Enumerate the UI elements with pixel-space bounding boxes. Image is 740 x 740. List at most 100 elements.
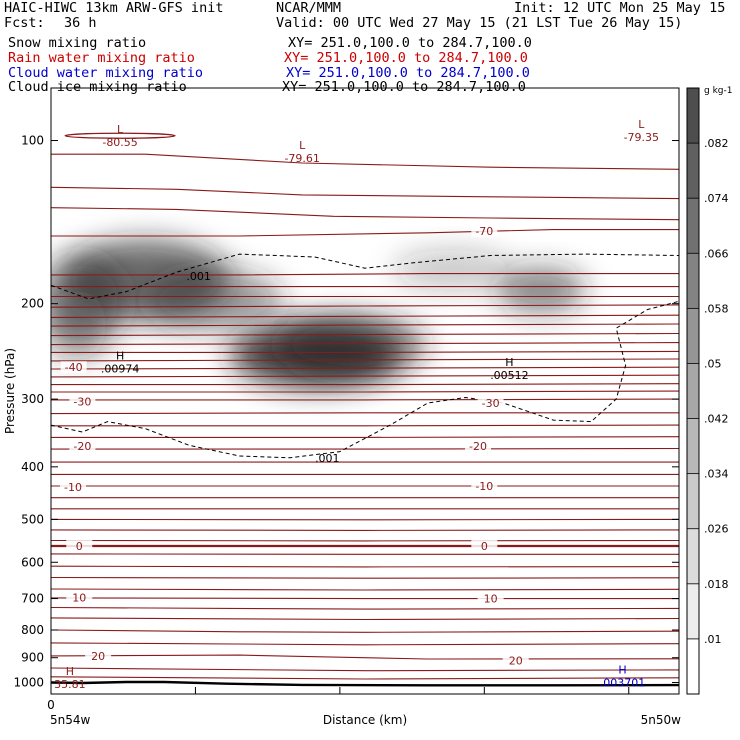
valid-time: Valid: 00 UTC Wed 27 May 15 (21 LST Tue … [276, 15, 683, 31]
y-axis-title: Pressure (hPa) [3, 348, 17, 434]
temperature-contour-line [51, 390, 679, 393]
snow-blob [495, 268, 586, 312]
temperature-contour-line [51, 186, 679, 200]
temperature-contour-line [51, 606, 679, 610]
plot-frame [50, 87, 680, 695]
forecast-value: 36 h [64, 15, 97, 31]
field-xy-snow: XY= 251.0,100.0 to 284.7,100.0 [288, 35, 532, 51]
temperature-contour-line [51, 667, 679, 672]
colorbar-swatch [687, 528, 699, 584]
colorbar-swatch [687, 143, 699, 199]
temperature-contour-line [51, 323, 679, 327]
org-label: NCAR/MMM [276, 0, 342, 16]
colorbar-label: .018 [704, 578, 729, 591]
extremum-marker: L [638, 118, 645, 131]
temperature-contour-label: 0 [76, 540, 83, 553]
temperature-contour-label: -20 [73, 440, 91, 453]
colorbar-swatch [687, 88, 699, 144]
snow-blob [277, 315, 428, 375]
colorbar-label: .074 [704, 192, 729, 205]
extremum-value: 35.81 [54, 678, 86, 691]
cloud-ice-contour-label: .001 [186, 270, 211, 283]
contour-label-bg [69, 439, 96, 452]
temperature-contour-label: -30 [73, 395, 91, 408]
colorbar-border [686, 87, 700, 695]
y-tick-label: 900 [21, 651, 44, 665]
colorbar-label: .026 [704, 523, 729, 536]
colorbar-label: .05 [704, 357, 722, 370]
temperature-contour-line [51, 342, 679, 346]
temperature-contour-line [51, 565, 679, 568]
colorbar-swatch [687, 638, 699, 694]
snow-shading [51, 240, 586, 387]
colorbar-label: .058 [704, 302, 729, 315]
temperature-contour-line [51, 332, 679, 337]
y-tick-label: 600 [21, 555, 44, 569]
model-title: HAIC-HIWC 13km ARW-GFS init [4, 0, 224, 16]
contour-label-bg [59, 481, 86, 494]
contour-label-bg [477, 592, 504, 605]
field-name-cloud-water: Cloud water mixing ratio [8, 65, 204, 81]
contour-label-bg [471, 480, 498, 493]
temperature-contour-line [51, 412, 679, 415]
temperature-contour-label: 20 [91, 650, 105, 663]
contour-label-bg [66, 591, 93, 604]
temperature-contour-line [51, 654, 679, 660]
y-tick-label: 400 [21, 460, 44, 474]
snow-blob [392, 250, 513, 290]
contour-label-bg [465, 439, 492, 452]
field-xy-rain: XY= 251.0,100.0 to 284.7,100.0 [284, 50, 528, 66]
temperature-contour-line [51, 304, 679, 308]
contour-label-bg [60, 361, 87, 374]
temperature-contour-label: 20 [509, 654, 523, 667]
colorbar-label: .01 [704, 633, 722, 646]
temperature-contour-label: -30 [482, 397, 500, 410]
temperature-contour-line [51, 424, 679, 427]
contour-label-bg [69, 395, 96, 408]
x-axis-title: Distance (km) [323, 713, 407, 727]
extremum-value: .003701 [600, 677, 646, 690]
temperature-contour-label: -70 [475, 225, 493, 238]
temperature-contour-line [51, 153, 679, 170]
colorbar-swatch [687, 198, 699, 254]
extremum-value: -79.35 [624, 131, 659, 144]
extremum-marker: H [505, 356, 513, 369]
contour-label-bg [477, 397, 504, 410]
extremum-marker: H [618, 664, 626, 677]
temperature-contour-line [51, 529, 679, 531]
temperature-contour-line [51, 436, 679, 438]
extremum-value: .00512 [490, 369, 529, 382]
y-tick-label: 500 [21, 512, 44, 526]
y-tick-label: 700 [21, 592, 44, 606]
colorbar-units: g kg-1 [704, 86, 732, 96]
temperature-contour-label: 10 [72, 592, 86, 605]
temperature-contour-line [51, 350, 679, 353]
y-tick-label: 1000 [13, 676, 44, 690]
extremum-marker: H [116, 350, 124, 363]
colorbar-swatch [687, 583, 699, 639]
temperature-contour-label: -20 [469, 440, 487, 453]
contour-label-bg [471, 225, 498, 238]
temperature-min-contour [64, 132, 176, 139]
colorbar-swatch [687, 473, 699, 529]
temperature-contour-label: -10 [64, 481, 82, 494]
temperature-contour-line [51, 314, 679, 318]
snow-blob [144, 270, 285, 330]
x-tick-label: 0 [47, 698, 55, 712]
contour-labels: -70 -40 -30 -30 -20 -20 -10 -10 0 0 10 10 20 20 .001 .0… [54, 118, 659, 691]
cloud-ice-contour [51, 253, 679, 459]
plot-border [50, 87, 680, 695]
extremum-marker: H [66, 665, 74, 678]
extremum-value: -79.61 [284, 152, 319, 165]
temperature-contour-line [51, 617, 679, 621]
temperature-contour-label: 0 [481, 540, 488, 553]
temperature-contour-line [51, 383, 679, 386]
y-tick-label: 100 [21, 134, 44, 148]
colorbar-swatch [687, 308, 699, 364]
field-xy-cloud-ice: XY= 251.0,100.0 to 284.7,100.0 [282, 79, 526, 95]
field-name-snow: Snow mixing ratio [8, 35, 147, 51]
cloud-ice-contour-label: .001 [315, 452, 340, 465]
temperature-contour-line [51, 576, 679, 579]
temperature-contour-line [51, 629, 679, 633]
